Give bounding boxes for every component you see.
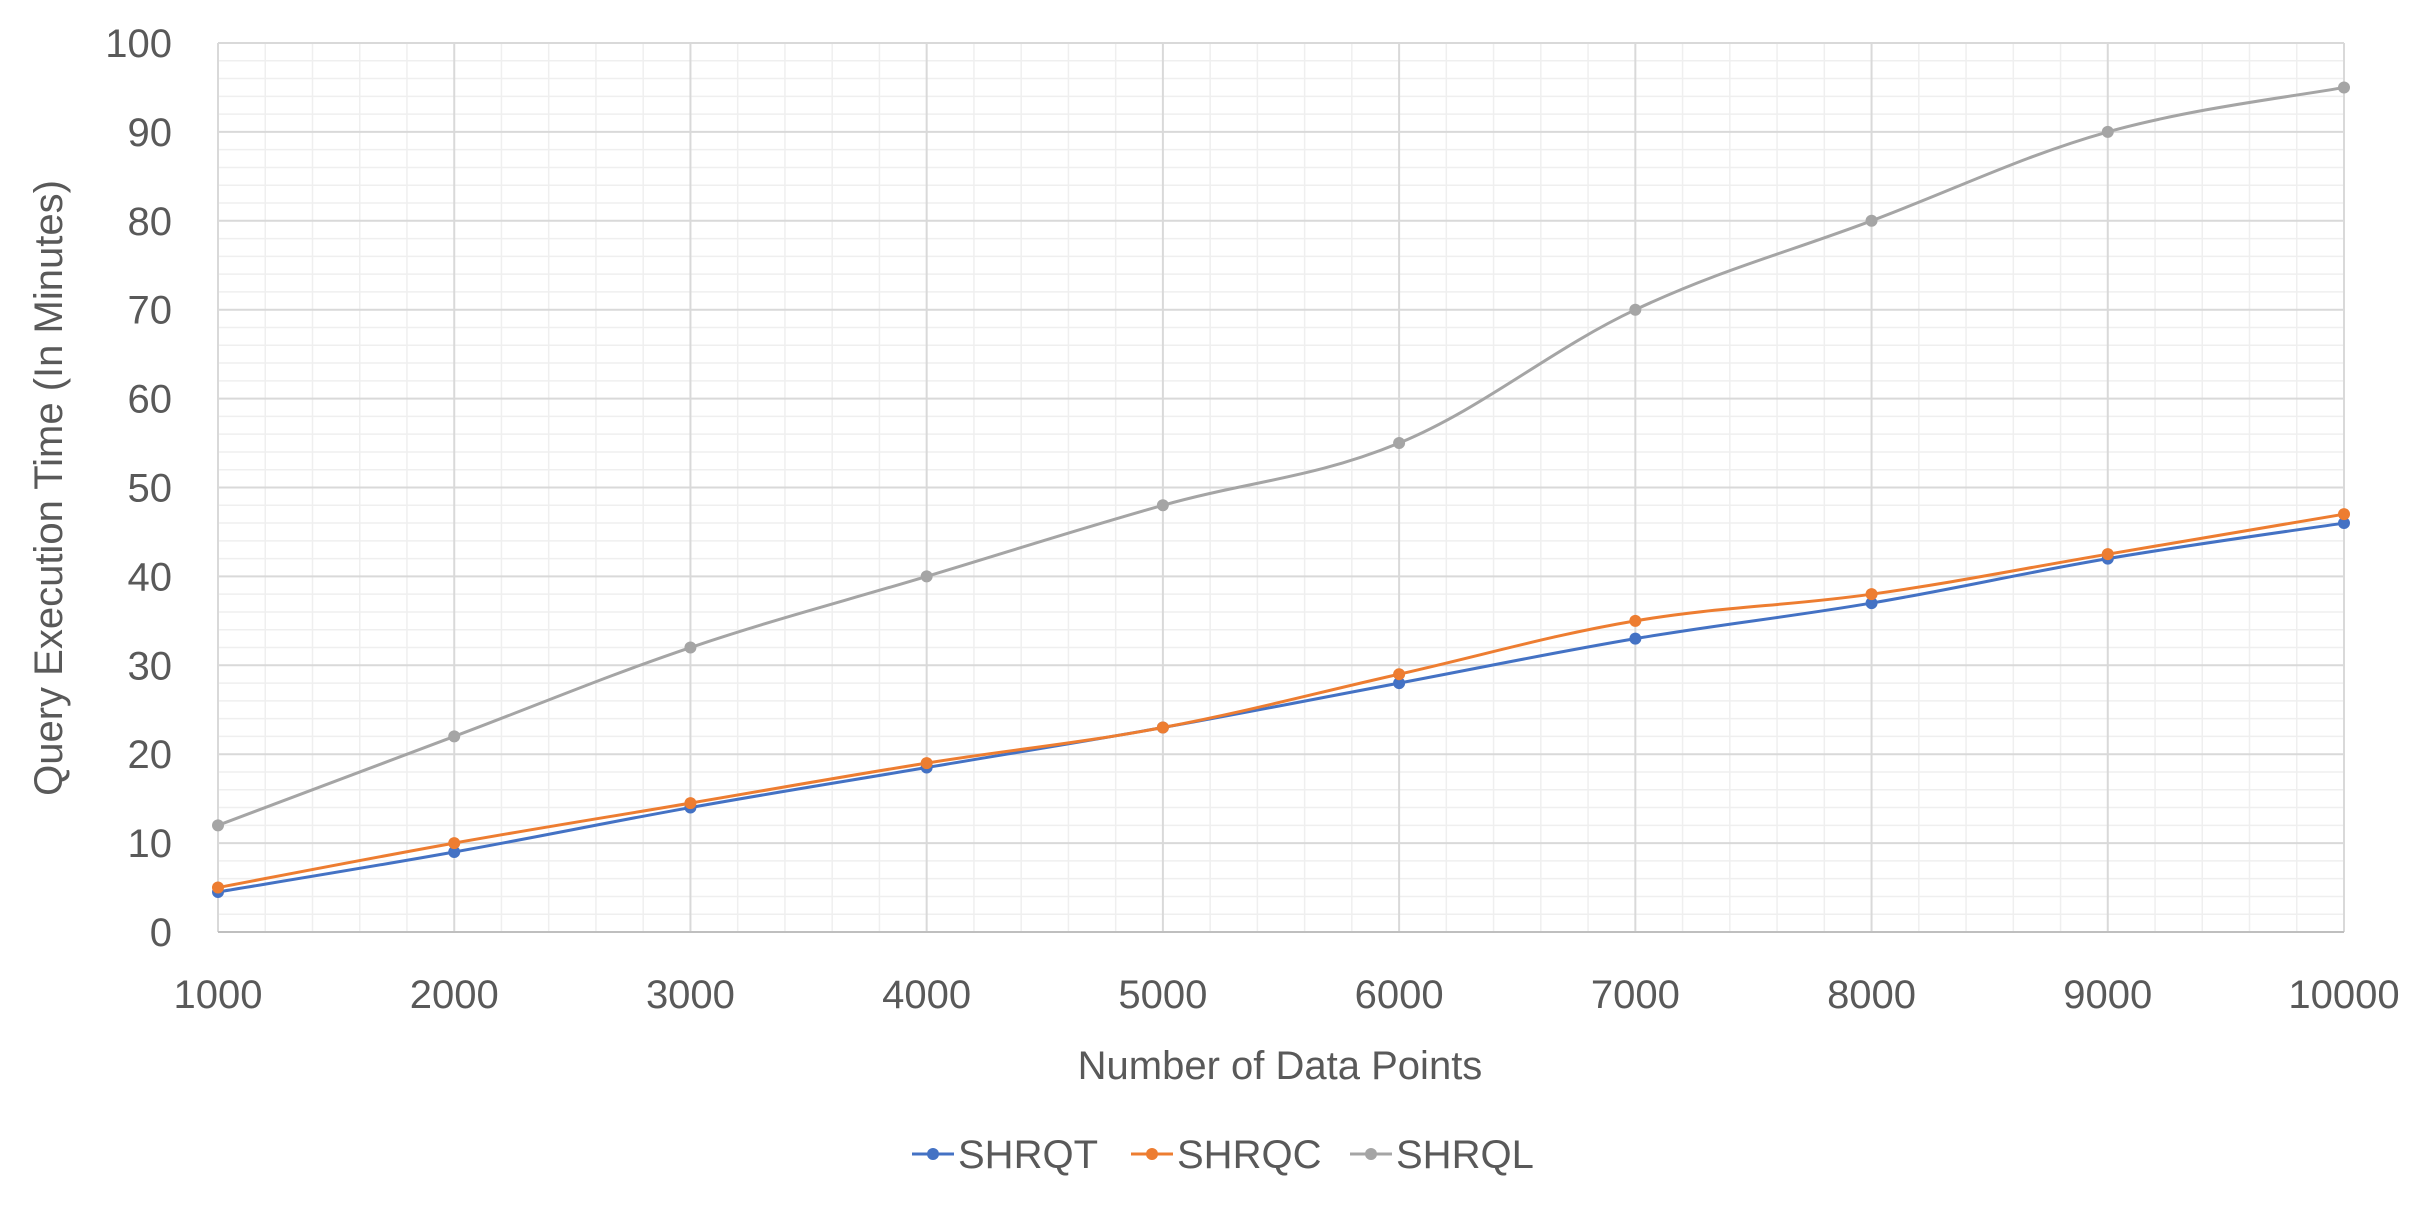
legend-marker-shrqt <box>927 1148 939 1160</box>
y-tick-label: 60 <box>128 378 173 422</box>
legend-label-shrqc: SHRQC <box>1177 1133 1321 1177</box>
x-tick-label: 2000 <box>410 973 499 1017</box>
data-point-shrqc <box>1865 588 1878 601</box>
legend-marker-shrql <box>1365 1148 1377 1160</box>
data-point-shrql <box>1393 437 1406 450</box>
legend-item-shrqc: SHRQC <box>1131 1133 1321 1177</box>
y-axis-tick-labels: 0 10 20 30 40 50 60 70 80 90 100 <box>105 22 172 955</box>
y-tick-label: 0 <box>150 911 172 955</box>
x-tick-label: 10000 <box>2288 973 2399 1017</box>
data-point-shrqc <box>920 757 933 770</box>
data-point-shrql <box>212 819 224 832</box>
data-point-shrqt <box>1865 597 1878 610</box>
y-tick-label: 10 <box>128 822 173 866</box>
legend-marker-shrqc <box>1146 1148 1158 1160</box>
x-tick-label: 5000 <box>1118 973 1207 1017</box>
data-point-shrqc <box>212 881 224 894</box>
series-line-shrqt <box>216 521 2346 894</box>
data-point-shrqc <box>2101 548 2114 561</box>
data-point-shrqt <box>1393 677 1406 690</box>
data-point-shrql <box>2338 81 2350 94</box>
legend-item-shrqt: SHRQT <box>912 1133 1098 1177</box>
data-point-shrql <box>1629 303 1642 316</box>
y-tick-label: 50 <box>128 467 173 511</box>
x-axis-title: Number of Data Points <box>1078 1044 1483 1088</box>
x-tick-label: 3000 <box>646 973 735 1017</box>
data-point-shrql <box>1865 214 1878 227</box>
major-gridlines <box>217 42 2345 933</box>
data-point-shrqt <box>448 845 461 858</box>
x-axis-tick-labels: 1000 2000 3000 4000 5000 6000 7000 8000 9000 1000… <box>174 973 2400 1017</box>
x-tick-label: 1000 <box>174 973 263 1017</box>
x-tick-label: 9000 <box>2063 973 2152 1017</box>
data-point-shrqc <box>684 797 697 810</box>
data-point-shrqc <box>1629 614 1642 627</box>
series-line-shrqc <box>216 512 2346 890</box>
y-tick-label: 20 <box>128 733 173 777</box>
data-point-shrqc <box>2338 508 2350 521</box>
y-tick-label: 40 <box>128 555 173 599</box>
y-tick-label: 80 <box>128 200 173 244</box>
legend: SHRQT SHRQC SHRQL <box>912 1133 1534 1177</box>
y-tick-label: 70 <box>128 289 173 333</box>
y-tick-label: 100 <box>105 22 172 66</box>
legend-item-shrql: SHRQL <box>1350 1133 1534 1177</box>
y-tick-label: 30 <box>128 644 173 688</box>
legend-label-shrql: SHRQL <box>1396 1133 1534 1177</box>
data-point-shrql <box>920 570 933 583</box>
data-point-shrql <box>2101 125 2114 138</box>
series-shrqc <box>212 508 2350 894</box>
series-layer <box>212 81 2350 898</box>
data-point-shrql <box>684 641 697 654</box>
series-line-shrql <box>216 85 2346 827</box>
x-tick-label: 4000 <box>882 973 971 1017</box>
series-shrql <box>212 81 2350 832</box>
data-point-shrqc <box>448 837 461 850</box>
x-tick-label: 6000 <box>1355 973 1444 1017</box>
data-point-shrql <box>448 730 461 743</box>
data-point-shrql <box>1156 499 1169 512</box>
legend-label-shrqt: SHRQT <box>958 1133 1098 1177</box>
data-point-shrqc <box>1156 721 1169 734</box>
x-tick-label: 8000 <box>1827 973 1916 1017</box>
data-point-shrqt <box>2338 517 2350 530</box>
y-tick-label: 90 <box>128 111 173 155</box>
data-point-shrqc <box>1393 668 1406 681</box>
x-tick-label: 7000 <box>1591 973 1680 1017</box>
y-axis-title: Query Execution Time (In Minutes) <box>27 180 71 796</box>
data-point-shrqt <box>1629 632 1642 645</box>
